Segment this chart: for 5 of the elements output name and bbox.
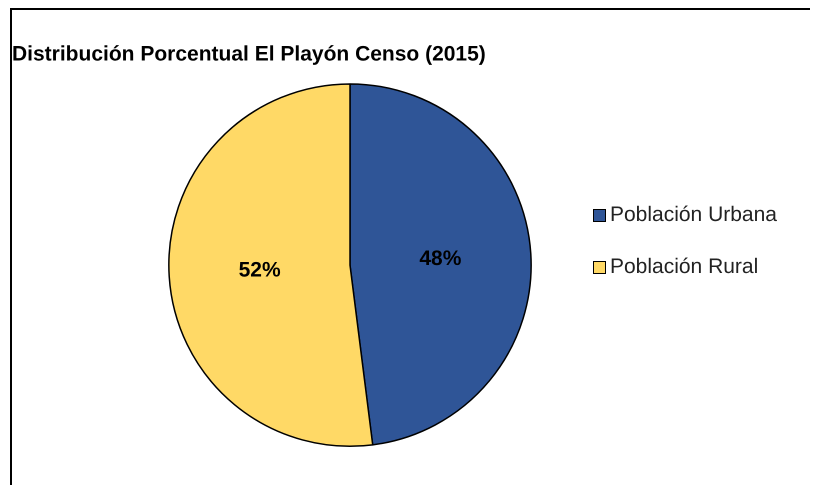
legend-label: Población Rural [610,255,758,279]
legend-label: Población Urbana [610,203,777,227]
chart-title: Distribución Porcentual El Playón Censo (2015) [12,42,486,66]
data-label: 52% [238,258,281,282]
data-label: 48% [419,247,462,270]
